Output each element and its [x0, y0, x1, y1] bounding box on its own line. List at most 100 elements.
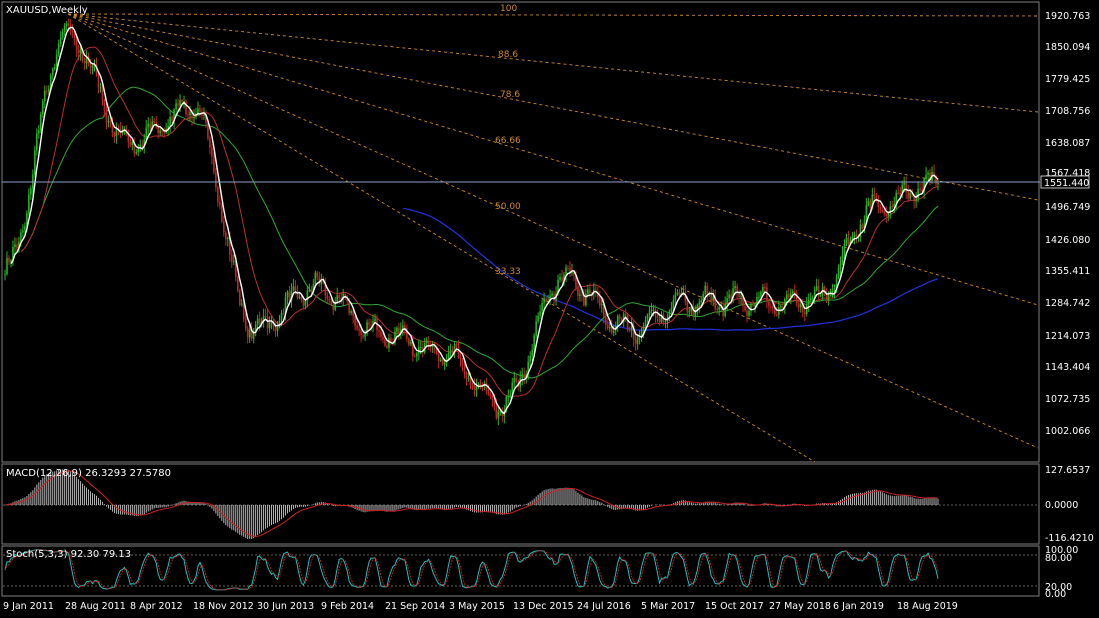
candle-body	[577, 287, 579, 296]
candle-body	[61, 31, 64, 38]
candle-body	[813, 290, 816, 299]
candle-body	[296, 290, 299, 298]
candle-body	[642, 324, 645, 331]
candle-body	[704, 285, 707, 294]
candle-body	[372, 321, 374, 326]
candle-body	[853, 234, 856, 237]
candle-body	[408, 338, 410, 345]
candle-body	[507, 396, 510, 398]
macd-tick: -116.4210	[1045, 533, 1094, 544]
candle-body	[475, 386, 478, 390]
candle-body	[861, 224, 864, 229]
candle-body	[746, 310, 748, 316]
candle-body	[877, 198, 880, 208]
candle-body	[352, 311, 354, 316]
candle-body	[497, 411, 500, 419]
candle-body	[457, 345, 460, 357]
candle-body	[65, 23, 68, 26]
candle-body	[268, 322, 271, 329]
candle-body	[535, 321, 537, 336]
candle-body	[414, 355, 416, 357]
candle-body	[209, 138, 211, 148]
candle-body	[505, 396, 508, 411]
candle-body	[762, 287, 764, 292]
candle-body	[75, 39, 78, 50]
candle-body	[45, 90, 48, 92]
candle-body	[117, 127, 120, 130]
time-tick: 5 Mar 2017	[641, 601, 695, 612]
price-panel-frame	[1, 1, 1040, 463]
candle-body	[537, 315, 539, 322]
candle-body	[157, 126, 159, 134]
candle-body	[650, 309, 653, 312]
candle-body	[4, 273, 6, 275]
candle-body	[871, 194, 874, 208]
candle-body	[276, 327, 279, 331]
candle-body	[686, 301, 689, 313]
candle-body	[797, 303, 800, 308]
candle-body	[849, 240, 852, 245]
candle-body	[211, 147, 213, 157]
candle-body	[350, 311, 352, 313]
candle-body	[89, 63, 92, 68]
candle-body	[646, 315, 649, 320]
candle-body	[903, 182, 905, 185]
candle-body	[83, 60, 86, 64]
fib-fan-line	[67, 13, 1039, 17]
candle-body	[869, 201, 872, 208]
candle-body	[234, 261, 237, 278]
candle-body	[191, 111, 193, 119]
candle-body	[529, 355, 531, 362]
macd-tick: 0.0000	[1045, 500, 1078, 511]
stoch-panel-frame	[1, 545, 1040, 597]
candle-body	[12, 247, 14, 261]
candle-body	[425, 340, 428, 344]
candle-body	[491, 396, 494, 400]
candle-body	[795, 293, 798, 304]
candle-body	[250, 328, 253, 339]
fib-label-88-6: 88.6	[498, 50, 518, 60]
time-tick: 9 Feb 2014	[321, 601, 374, 612]
candle-body	[897, 192, 900, 194]
time-tick: 30 Jun 2013	[257, 601, 314, 612]
candle-body	[153, 121, 156, 123]
candle-body	[710, 293, 713, 300]
fib-fan-line	[67, 13, 1039, 449]
candle-body	[573, 271, 575, 275]
candle-body	[87, 57, 90, 64]
candle-body	[831, 291, 834, 293]
time-tick: 3 May 2015	[449, 601, 505, 612]
candle-body	[131, 141, 134, 146]
candle-body	[193, 116, 195, 119]
candle-body	[24, 226, 26, 231]
candle-body	[489, 393, 492, 397]
candle-body	[328, 299, 331, 301]
candle-body	[308, 290, 311, 292]
candle-body	[768, 301, 770, 307]
candle-body	[547, 301, 549, 303]
candle-body	[883, 210, 886, 214]
candle-body	[394, 331, 396, 344]
candle-body	[742, 296, 744, 306]
candle-body	[358, 328, 360, 331]
candle-body	[823, 286, 826, 293]
candle-body	[901, 184, 903, 195]
candle-body	[597, 291, 599, 298]
candle-body	[545, 298, 547, 303]
candle-body	[672, 300, 675, 309]
candle-body	[254, 324, 257, 332]
candle-body	[511, 382, 514, 395]
candle-body	[306, 290, 309, 301]
candle-body	[398, 327, 400, 334]
time-tick: 6 Jan 2019	[833, 601, 884, 612]
fib-label-33-33: 33.33	[495, 267, 521, 277]
candle-body	[551, 293, 553, 296]
candle-body	[282, 313, 285, 315]
candle-body	[690, 307, 693, 312]
candle-body	[909, 193, 911, 199]
candle-body	[443, 362, 446, 365]
candle-body	[51, 69, 54, 76]
candle-body	[316, 272, 319, 278]
candle-body	[336, 295, 339, 303]
candle-body	[933, 172, 935, 177]
